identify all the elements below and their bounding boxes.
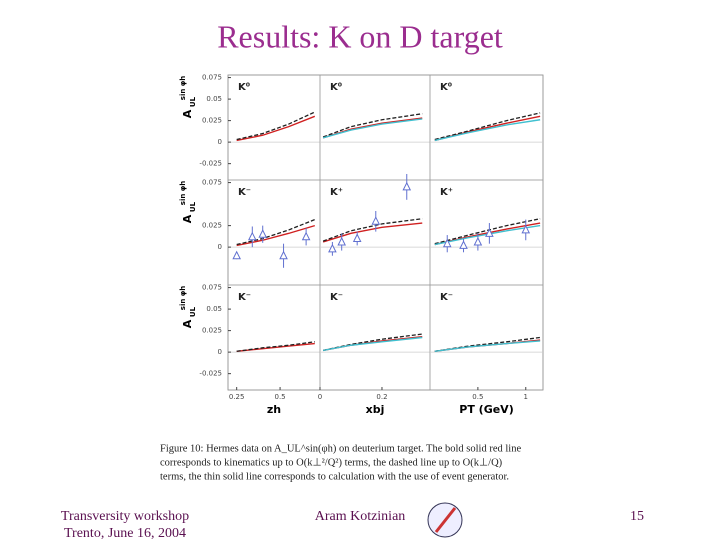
y-label-sub: UL bbox=[189, 96, 197, 107]
y-label-main: A bbox=[181, 214, 194, 223]
model-curve bbox=[322, 118, 423, 139]
model-curve bbox=[322, 336, 423, 352]
model-curve bbox=[434, 112, 541, 141]
x-tick-label: 0 bbox=[318, 393, 322, 401]
x-tick-label: 0.25 bbox=[229, 393, 245, 401]
data-point bbox=[521, 224, 531, 234]
y-label-main: A bbox=[181, 319, 194, 328]
panel-title: K⁰ bbox=[440, 82, 452, 93]
model-curve bbox=[322, 218, 423, 242]
model-curve bbox=[236, 115, 316, 142]
y-tick-label: -0.025 bbox=[199, 160, 222, 168]
data-point bbox=[301, 231, 311, 241]
data-point bbox=[402, 181, 412, 191]
y-tick-label: 0.075 bbox=[202, 74, 222, 82]
model-curve bbox=[236, 111, 316, 141]
model-curve bbox=[434, 340, 541, 352]
x-tick-label: 1 bbox=[524, 393, 528, 401]
x-tick-label: 0.5 bbox=[275, 393, 286, 401]
footer-author: Aram Kotzinian bbox=[315, 509, 406, 524]
data-point bbox=[352, 233, 362, 243]
y-label-sub: UL bbox=[189, 306, 197, 317]
panel-title: K⁻ bbox=[330, 292, 343, 303]
page-number: 15 bbox=[630, 509, 644, 524]
panel-title: K⁺ bbox=[330, 187, 343, 198]
data-point bbox=[459, 240, 468, 249]
model-curve bbox=[434, 119, 541, 142]
model-curve bbox=[236, 342, 315, 352]
data-point bbox=[279, 250, 288, 260]
logo bbox=[427, 502, 463, 538]
panel-title: K⁰ bbox=[238, 82, 250, 93]
panel-frame bbox=[429, 284, 544, 391]
y-label-sub: UL bbox=[189, 201, 197, 212]
data-point bbox=[258, 229, 268, 238]
y-label-sup: sin φh bbox=[179, 286, 187, 310]
caption-line: corresponds to kinematics up to O(k⊥²/Q²… bbox=[160, 457, 503, 468]
y-tick-label: 0 bbox=[218, 348, 222, 356]
y-label-sup: sin φh bbox=[179, 181, 187, 205]
panel: K⁰ bbox=[319, 74, 431, 181]
y-tick-label: 0.05 bbox=[206, 95, 222, 103]
data-point bbox=[247, 231, 257, 241]
data-point bbox=[328, 243, 337, 253]
panel: K⁻ 0.5 1 PT (GeV) bbox=[429, 284, 544, 416]
panel-title: K⁺ bbox=[440, 187, 453, 198]
x-axis-label: PT (GeV) bbox=[459, 403, 513, 416]
data-point bbox=[337, 236, 346, 246]
x-axis-label: zh bbox=[267, 403, 281, 416]
panel-title: K⁰ bbox=[330, 82, 342, 93]
data-point bbox=[485, 228, 494, 237]
x-axis-label: xbj bbox=[366, 403, 385, 416]
y-label-main: A bbox=[181, 109, 194, 118]
footer-event: Transversity workshop bbox=[61, 509, 189, 524]
panel-title: K⁻ bbox=[238, 187, 251, 198]
caption-line: terms, the thin solid line corresponds t… bbox=[160, 471, 509, 482]
panel: K⁻ 0 0.2 xbj bbox=[318, 284, 431, 416]
x-tick-label: 0.5 bbox=[472, 393, 483, 401]
model-curve bbox=[322, 113, 423, 138]
panel: K⁺ bbox=[429, 179, 544, 286]
y-tick-label: 0.025 bbox=[202, 117, 222, 125]
footer-date: Trento, June 16, 2004 bbox=[64, 526, 186, 540]
model-curve bbox=[236, 341, 315, 352]
y-tick-label: 0.075 bbox=[202, 284, 222, 292]
panel: K⁰ bbox=[429, 74, 544, 181]
model-curve bbox=[236, 218, 316, 246]
y-tick-label: 0.05 bbox=[206, 305, 222, 313]
y-label-sup: sin φh bbox=[179, 76, 187, 100]
panel: K⁺ bbox=[319, 173, 431, 286]
model-curve bbox=[236, 224, 315, 247]
x-tick-label: 0.2 bbox=[376, 393, 387, 401]
y-tick-label: 0 bbox=[218, 243, 222, 251]
model-curve bbox=[322, 222, 423, 243]
model-curve bbox=[434, 218, 541, 245]
y-tick-label: 0.025 bbox=[202, 327, 222, 335]
caption-line: Figure 10: Hermes data on A_UL^sin(φh) o… bbox=[160, 443, 521, 454]
y-tick-label: -0.025 bbox=[199, 370, 222, 378]
panel-title: K⁻ bbox=[238, 292, 251, 303]
y-tick-label: 0.025 bbox=[202, 222, 222, 230]
data-point bbox=[232, 250, 241, 260]
slide-title: Results: K on D target bbox=[217, 18, 503, 54]
y-tick-label: 0.075 bbox=[202, 179, 222, 187]
data-point bbox=[442, 238, 452, 248]
data-point bbox=[473, 236, 483, 246]
y-tick-label: 0 bbox=[218, 138, 222, 146]
data-point bbox=[371, 216, 381, 225]
panel-title: K⁻ bbox=[440, 292, 453, 303]
